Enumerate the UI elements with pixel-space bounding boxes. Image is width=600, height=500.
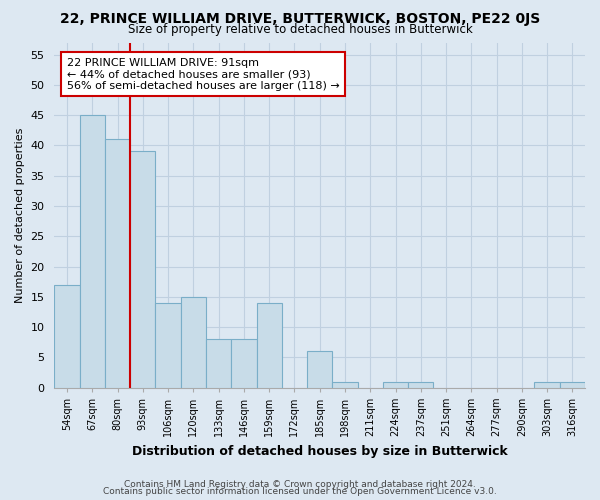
Y-axis label: Number of detached properties: Number of detached properties [15,128,25,303]
Bar [231,339,257,388]
Bar [155,303,181,388]
Bar [408,382,433,388]
Bar [560,382,585,388]
Bar [383,382,408,388]
Bar [55,284,80,388]
Bar [257,303,282,388]
Bar [105,140,130,388]
Bar [181,297,206,388]
Text: Contains public sector information licensed under the Open Government Licence v3: Contains public sector information licen… [103,487,497,496]
Text: 22, PRINCE WILLIAM DRIVE, BUTTERWICK, BOSTON, PE22 0JS: 22, PRINCE WILLIAM DRIVE, BUTTERWICK, BO… [60,12,540,26]
Bar [332,382,358,388]
Text: Contains HM Land Registry data © Crown copyright and database right 2024.: Contains HM Land Registry data © Crown c… [124,480,476,489]
Bar [307,352,332,388]
Text: 22 PRINCE WILLIAM DRIVE: 91sqm
← 44% of detached houses are smaller (93)
56% of : 22 PRINCE WILLIAM DRIVE: 91sqm ← 44% of … [67,58,340,91]
Bar [80,115,105,388]
Bar [130,152,155,388]
Bar [535,382,560,388]
Bar [206,339,231,388]
X-axis label: Distribution of detached houses by size in Butterwick: Distribution of detached houses by size … [132,444,508,458]
Text: Size of property relative to detached houses in Butterwick: Size of property relative to detached ho… [128,24,472,36]
